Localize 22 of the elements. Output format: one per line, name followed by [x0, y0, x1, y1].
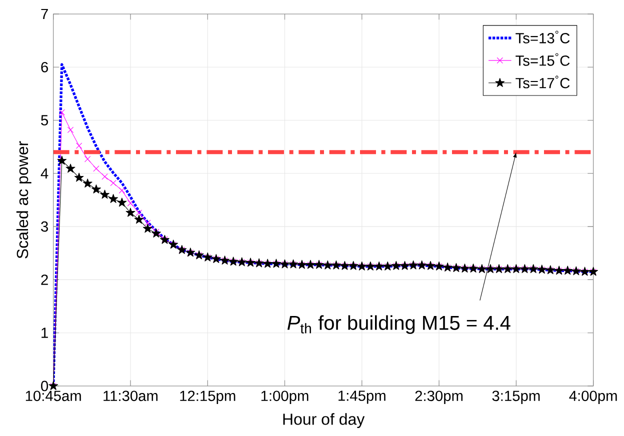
y-tick-label: 7 — [41, 8, 48, 20]
x-tick-label: 12:15pm — [180, 390, 236, 404]
x-axis-title: Hour of day — [283, 413, 365, 428]
annotation: P$_{th}$ for building M15 = 4.4 — [287, 315, 510, 334]
y-axis-title: Scaled ac power — [16, 141, 32, 258]
y-tick-label: 1 — [42, 328, 48, 338]
y-tick-label: 3 — [41, 221, 48, 232]
y-tick-label: 2 — [41, 274, 48, 285]
y-tick-label: 0 — [41, 380, 48, 392]
legend-label: Ts=17$^{°}$C — [516, 76, 570, 88]
x-tick-label: 4:00pm — [569, 390, 617, 404]
x-tick-label: 3:15pm — [492, 390, 540, 404]
x-tick-label: 2:30pm — [415, 390, 463, 404]
y-tick-label: 4 — [40, 168, 48, 178]
legend-label: Ts=13$^{°}$C — [516, 30, 570, 44]
y-tick-label: 6 — [41, 62, 48, 72]
x-tick-label: 1:00pm — [261, 390, 308, 404]
y-tick-label: 5 — [41, 115, 48, 126]
x-tick-label: 11:30am — [104, 390, 158, 402]
x-tick-label: 1:45pm — [338, 390, 386, 404]
legend-label: Ts=15$^{°}$C — [516, 53, 570, 66]
x-tick-label: 10:45am — [26, 390, 81, 402]
